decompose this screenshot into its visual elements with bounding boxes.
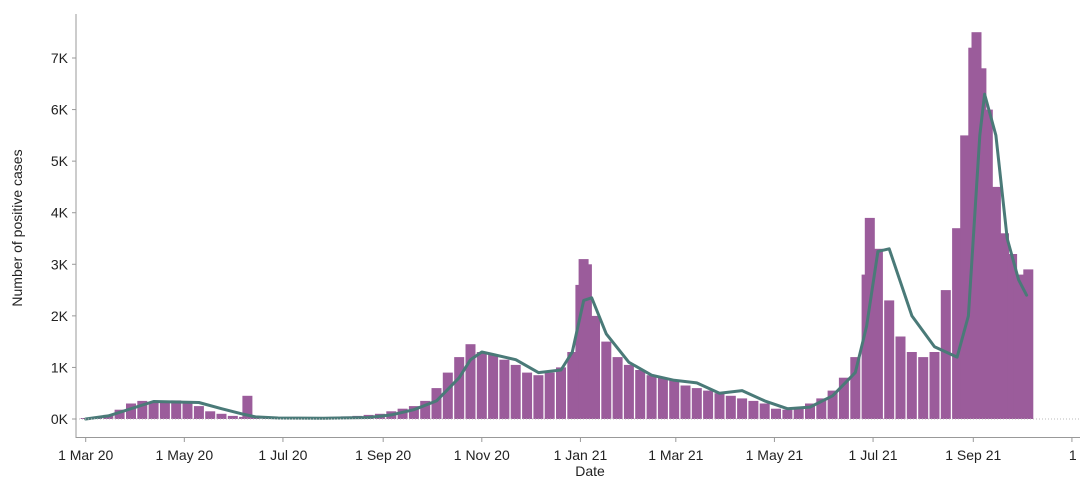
bar: [838, 377, 849, 419]
bar: [623, 364, 634, 419]
y-tick-label: 7K: [51, 50, 69, 66]
bar: [1023, 269, 1034, 419]
x-tick-label: 1 Nov: [1069, 447, 1080, 463]
bar: [465, 344, 476, 419]
x-tick-label: 1 Sep 20: [355, 447, 411, 463]
x-tick-label: 1 Jul 20: [258, 447, 307, 463]
bar: [556, 367, 566, 419]
bar: [748, 400, 759, 419]
x-tick-label: 1 May 20: [156, 447, 214, 463]
bar: [669, 380, 680, 419]
bar: [691, 388, 702, 419]
bar: [952, 228, 963, 419]
bar: [488, 354, 499, 419]
bar: [601, 341, 612, 419]
bar: [590, 315, 600, 419]
bar: [510, 364, 521, 419]
bar: [193, 406, 204, 419]
bar: [499, 359, 510, 419]
bar: [816, 398, 827, 419]
x-axis-title: Date: [575, 463, 605, 479]
trend-line: [84, 92, 1029, 421]
y-tick-label: 1K: [51, 359, 69, 375]
bar: [872, 248, 883, 419]
bar: [114, 409, 125, 419]
bar: [864, 217, 875, 419]
bar: [805, 403, 815, 419]
bar: [533, 375, 544, 419]
x-tick-label: 1 Nov 20: [454, 447, 510, 463]
bar: [242, 395, 253, 419]
y-tick-label: 0K: [51, 411, 69, 427]
bar: [454, 357, 465, 419]
bar: [137, 400, 148, 419]
bar: [420, 400, 431, 419]
y-axis-ticks: 0K 1K 2K 3K 4K 5K 6K 7K: [51, 50, 76, 427]
bar: [182, 403, 193, 419]
y-tick-label: 2K: [51, 308, 69, 324]
bar: [703, 390, 714, 419]
y-tick-label: 6K: [51, 102, 69, 118]
y-axis-title: Number of positive cases: [9, 149, 25, 306]
x-tick-label: 1 Mar 20: [58, 447, 113, 463]
y-tick-label: 5K: [51, 153, 69, 169]
bar: [657, 377, 668, 419]
bar: [782, 409, 793, 419]
bar: [976, 68, 987, 420]
bar: [1007, 254, 1018, 419]
bar: [397, 408, 408, 419]
bar: [918, 357, 929, 419]
bar: [1013, 274, 1024, 419]
bar: [929, 352, 940, 419]
x-tick-label: 1 May 21: [746, 447, 804, 463]
bar: [408, 406, 419, 419]
y-tick-label: 4K: [51, 205, 69, 221]
x-tick-label: 1 Jan 21: [554, 447, 608, 463]
bar: [227, 415, 238, 419]
bar: [612, 357, 623, 419]
bar: [759, 403, 770, 419]
bar: [126, 403, 136, 419]
bar: [581, 264, 592, 419]
plot-area: [80, 32, 1034, 421]
bar: [680, 385, 691, 419]
bar: [148, 402, 159, 419]
bar: [906, 352, 917, 419]
bar: [725, 395, 736, 419]
bar: [714, 393, 725, 419]
bar: [205, 411, 216, 419]
bar: [737, 398, 748, 419]
bar: [771, 408, 781, 419]
bar: [646, 375, 657, 419]
bar: [442, 372, 453, 419]
x-tick-label: 1 Mar 21: [648, 447, 703, 463]
bar: [960, 135, 971, 419]
bar: [171, 400, 182, 419]
bar: [884, 300, 895, 419]
bar: [476, 352, 487, 419]
bar: [793, 407, 804, 419]
bar: [982, 109, 993, 419]
bar: [827, 390, 838, 419]
bar: [159, 402, 170, 419]
bar: [940, 290, 951, 419]
bar: [431, 388, 442, 419]
bar: [635, 370, 646, 419]
bar: [999, 233, 1009, 419]
bar: [544, 372, 555, 419]
bar: [216, 413, 227, 419]
bar: [850, 357, 861, 419]
y-tick-label: 3K: [51, 256, 69, 272]
bar: [990, 186, 1001, 419]
bar: [895, 336, 906, 419]
bar: [567, 352, 578, 419]
x-tick-label: 1 Sep 21: [945, 447, 1001, 463]
x-tick-label: 1 Jul 21: [849, 447, 898, 463]
x-axis-ticks: 1 Mar 20 1 May 20 1 Jul 20 1 Sep 20 1 Nov 20…: [58, 438, 1080, 463]
bar: [522, 372, 533, 419]
